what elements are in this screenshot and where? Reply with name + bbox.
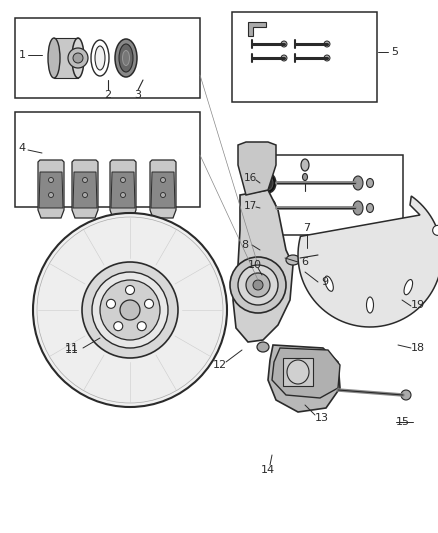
Ellipse shape — [287, 360, 309, 384]
Ellipse shape — [367, 179, 374, 188]
Ellipse shape — [367, 297, 374, 313]
Polygon shape — [39, 172, 63, 208]
Bar — [283, 358, 313, 386]
Ellipse shape — [353, 201, 363, 215]
Circle shape — [246, 273, 270, 297]
Ellipse shape — [119, 44, 133, 72]
Circle shape — [324, 55, 330, 61]
Circle shape — [145, 300, 154, 308]
Circle shape — [120, 192, 126, 198]
Text: 16: 16 — [244, 173, 257, 183]
Circle shape — [37, 217, 223, 403]
Text: 2: 2 — [104, 90, 112, 100]
Text: 15: 15 — [396, 417, 410, 427]
Polygon shape — [233, 190, 293, 342]
Ellipse shape — [303, 174, 307, 181]
Text: 11: 11 — [65, 345, 79, 355]
Text: 13: 13 — [315, 413, 329, 423]
Text: 1: 1 — [18, 50, 25, 60]
Circle shape — [281, 41, 287, 47]
Circle shape — [82, 262, 178, 358]
Bar — [232, 12, 377, 102]
Circle shape — [281, 55, 287, 61]
Polygon shape — [73, 172, 97, 208]
Polygon shape — [38, 160, 64, 218]
Ellipse shape — [115, 39, 137, 77]
Ellipse shape — [353, 176, 363, 190]
Bar — [248, 155, 403, 235]
Circle shape — [160, 177, 166, 182]
Text: 6: 6 — [301, 257, 308, 267]
Polygon shape — [248, 22, 266, 36]
Polygon shape — [111, 172, 135, 208]
Ellipse shape — [48, 38, 60, 78]
Circle shape — [253, 280, 263, 290]
Text: 7: 7 — [304, 223, 311, 233]
Circle shape — [401, 390, 411, 400]
Circle shape — [49, 177, 53, 182]
Ellipse shape — [286, 255, 300, 265]
Text: 12: 12 — [213, 360, 227, 370]
Text: 17: 17 — [244, 201, 257, 211]
Text: 11: 11 — [65, 343, 79, 353]
Circle shape — [106, 300, 116, 308]
Circle shape — [238, 265, 278, 305]
Circle shape — [100, 280, 160, 340]
Ellipse shape — [404, 279, 413, 295]
Circle shape — [126, 286, 134, 295]
Polygon shape — [238, 142, 276, 195]
Polygon shape — [151, 172, 175, 208]
Ellipse shape — [263, 201, 273, 215]
Text: 8: 8 — [241, 240, 248, 250]
Circle shape — [92, 272, 168, 348]
Text: 9: 9 — [321, 277, 328, 287]
Circle shape — [49, 192, 53, 198]
Circle shape — [230, 257, 286, 313]
Circle shape — [33, 213, 227, 407]
Circle shape — [160, 192, 166, 198]
Text: 5: 5 — [392, 47, 399, 57]
Text: 3: 3 — [134, 90, 141, 100]
Circle shape — [324, 41, 330, 47]
Ellipse shape — [301, 159, 309, 171]
Polygon shape — [72, 160, 98, 218]
Ellipse shape — [367, 204, 374, 213]
Text: 4: 4 — [18, 143, 25, 153]
Polygon shape — [150, 160, 176, 218]
Circle shape — [137, 322, 146, 330]
Ellipse shape — [260, 173, 276, 193]
Ellipse shape — [257, 342, 269, 352]
Polygon shape — [110, 160, 136, 218]
Text: 18: 18 — [411, 343, 425, 353]
Polygon shape — [268, 345, 340, 412]
Bar — [15, 112, 200, 207]
Ellipse shape — [72, 38, 84, 78]
Circle shape — [82, 177, 88, 182]
Ellipse shape — [325, 276, 333, 292]
Circle shape — [82, 192, 88, 198]
Ellipse shape — [95, 46, 105, 70]
Ellipse shape — [91, 40, 109, 76]
Ellipse shape — [263, 176, 273, 190]
Circle shape — [433, 225, 438, 236]
Circle shape — [120, 300, 140, 320]
Text: 10: 10 — [248, 260, 262, 270]
Ellipse shape — [260, 198, 276, 218]
Bar — [15, 18, 200, 98]
Bar — [54, 38, 78, 78]
Circle shape — [68, 48, 88, 68]
Polygon shape — [272, 348, 340, 398]
Text: 19: 19 — [411, 300, 425, 310]
Ellipse shape — [123, 51, 130, 66]
Circle shape — [114, 322, 123, 330]
Circle shape — [73, 53, 83, 63]
Polygon shape — [298, 196, 438, 327]
Text: 14: 14 — [261, 465, 275, 475]
Circle shape — [120, 177, 126, 182]
